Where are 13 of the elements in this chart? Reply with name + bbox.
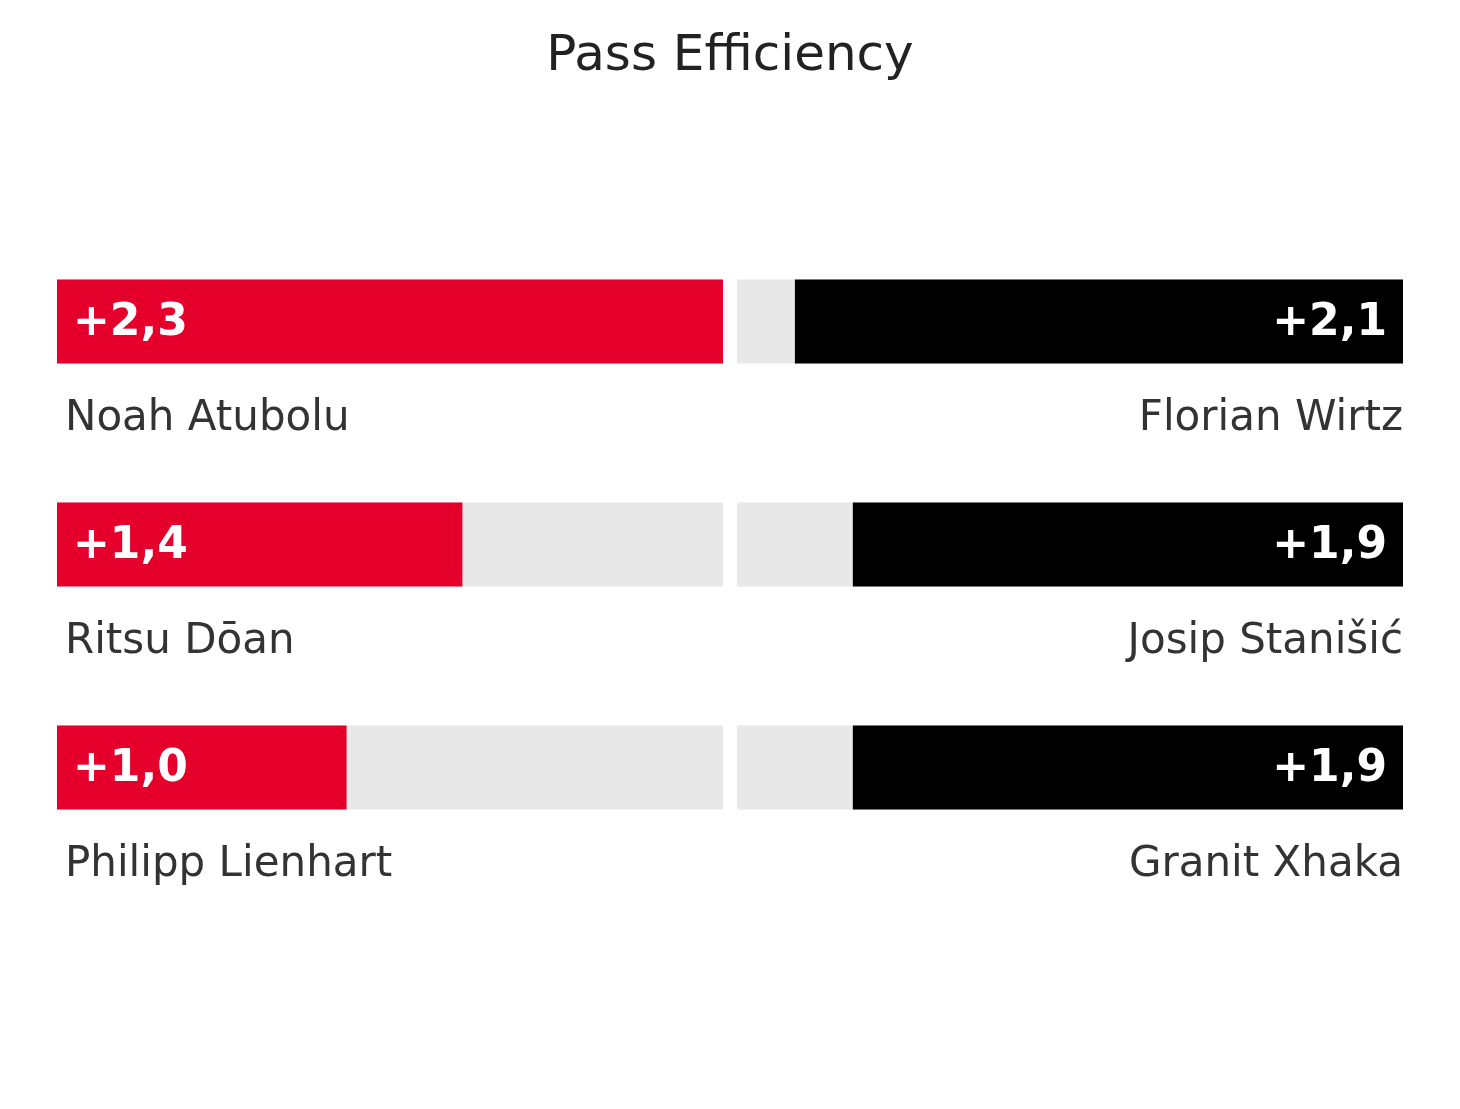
y-tick-label: Noah Atubolu (65, 390, 350, 440)
y-tick-label: Josip Stanišić (1124, 613, 1403, 663)
y-tick-label: Ritsu Dōan (65, 613, 295, 663)
chart-title: Pass Efficiency (546, 24, 914, 82)
y-tick-label: Granit Xhaka (1128, 836, 1403, 886)
data-label: +2,3 (73, 293, 188, 345)
data-label: +1,9 (1272, 516, 1387, 568)
data-label: +1,9 (1272, 739, 1387, 791)
y-tick-label: Florian Wirtz (1138, 390, 1403, 440)
data-label: +1,4 (73, 516, 188, 568)
data-label: +1,0 (73, 739, 188, 791)
y-tick-label: Philipp Lienhart (65, 836, 393, 886)
data-label: +2,1 (1272, 293, 1387, 345)
